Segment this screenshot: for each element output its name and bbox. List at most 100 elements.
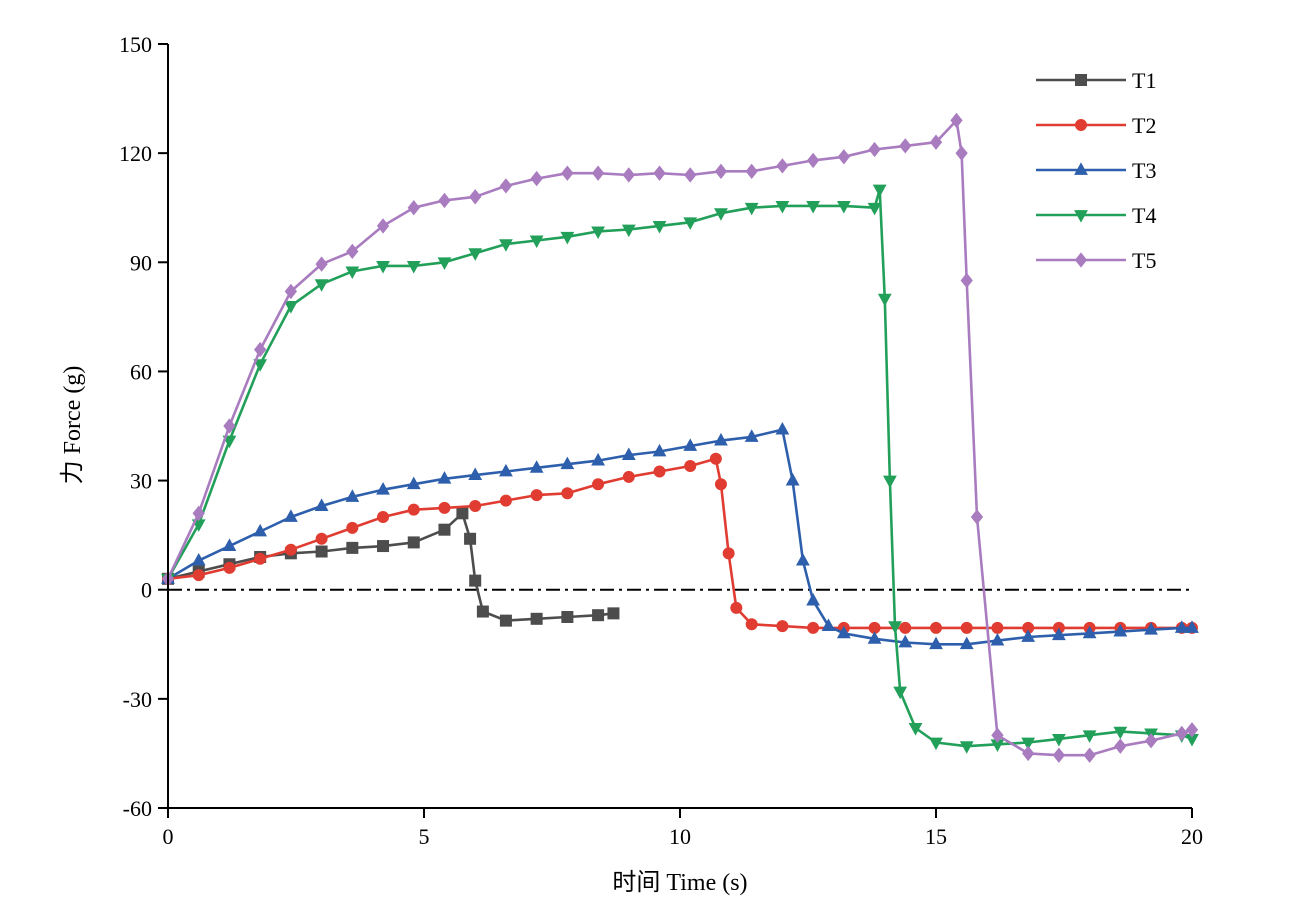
data-point <box>929 636 943 650</box>
data-point <box>376 261 390 274</box>
data-point <box>893 686 908 700</box>
y-tick-label: 0 <box>141 578 152 603</box>
y-tick-label: -60 <box>123 796 152 821</box>
legend-label: T1 <box>1132 68 1156 93</box>
data-point <box>607 607 620 620</box>
data-point <box>191 552 206 566</box>
data-point <box>991 727 1004 743</box>
series-layer <box>161 112 1199 763</box>
data-point <box>376 218 390 234</box>
data-point <box>1051 627 1066 641</box>
legend-label: T3 <box>1132 158 1156 183</box>
data-point <box>561 487 574 500</box>
data-point <box>407 200 420 216</box>
series-line <box>166 119 1193 757</box>
data-point <box>315 256 328 272</box>
data-point <box>1082 730 1097 743</box>
data-point <box>407 503 420 516</box>
data-point <box>438 192 451 209</box>
data-point <box>929 134 943 150</box>
data-point <box>714 432 728 446</box>
data-point <box>960 621 973 634</box>
data-point <box>888 621 902 634</box>
data-point <box>346 521 359 534</box>
data-point <box>908 723 923 736</box>
data-point <box>1113 623 1128 637</box>
data-point <box>284 283 298 300</box>
x-tick-label: 5 <box>419 824 430 849</box>
data-point <box>284 543 297 556</box>
data-point <box>283 301 298 314</box>
data-point <box>254 341 267 358</box>
data-point <box>807 621 820 634</box>
data-point <box>1075 119 1087 131</box>
data-point <box>591 452 605 466</box>
data-point <box>714 163 728 180</box>
data-point <box>621 447 636 461</box>
y-tick-label: -30 <box>123 687 152 712</box>
data-point <box>872 184 887 198</box>
data-point <box>1074 210 1088 223</box>
data-point <box>529 235 544 249</box>
data-point <box>899 138 912 154</box>
data-point <box>775 200 790 214</box>
data-point <box>499 614 512 627</box>
data-point <box>709 452 722 465</box>
data-point <box>730 601 743 614</box>
data-point <box>377 540 390 553</box>
y-tick-label: 30 <box>130 469 152 494</box>
data-point <box>867 631 882 644</box>
data-point <box>222 435 237 449</box>
y-tick-label: 150 <box>119 32 152 57</box>
legend-item-t3: T3 <box>1036 158 1156 183</box>
data-point <box>653 165 666 181</box>
x-tick-label: 20 <box>1181 824 1203 849</box>
data-point <box>437 257 452 270</box>
legend-label: T2 <box>1132 113 1156 138</box>
data-point <box>683 217 698 230</box>
data-point <box>745 163 758 180</box>
series-line <box>167 428 1192 646</box>
data-point <box>560 456 575 470</box>
data-point <box>315 532 328 545</box>
data-point <box>867 202 882 216</box>
data-point <box>315 545 328 558</box>
data-point <box>1185 620 1199 633</box>
data-point <box>898 634 913 648</box>
data-point <box>1022 745 1035 762</box>
data-point <box>469 500 482 513</box>
data-point <box>652 221 667 234</box>
legend-label: T5 <box>1132 248 1156 273</box>
data-point <box>899 621 912 634</box>
data-point <box>438 523 451 536</box>
data-point <box>621 224 636 238</box>
data-point <box>345 266 360 280</box>
data-point <box>745 618 758 631</box>
data-point <box>1074 252 1088 268</box>
data-point <box>653 465 666 478</box>
legend-item-t5: T5 <box>1036 248 1156 273</box>
series-t2 <box>162 452 1198 634</box>
data-point <box>930 621 942 634</box>
data-point <box>744 202 759 216</box>
y-tick-label: 60 <box>130 359 152 384</box>
series-t3 <box>161 422 1199 650</box>
data-point <box>345 489 360 502</box>
data-point <box>991 621 1004 634</box>
data-point <box>529 460 544 473</box>
data-point <box>499 494 512 507</box>
data-point <box>1074 162 1088 175</box>
data-point <box>960 272 973 289</box>
data-point <box>406 476 421 490</box>
data-point <box>821 618 836 631</box>
data-point <box>1114 738 1127 754</box>
data-point <box>223 418 236 434</box>
y-tick-label: 90 <box>130 250 152 275</box>
data-point <box>1175 725 1188 742</box>
data-point <box>222 538 237 551</box>
data-point <box>468 467 483 481</box>
data-point <box>1144 733 1158 749</box>
data-point <box>560 231 575 245</box>
data-point <box>622 167 635 183</box>
